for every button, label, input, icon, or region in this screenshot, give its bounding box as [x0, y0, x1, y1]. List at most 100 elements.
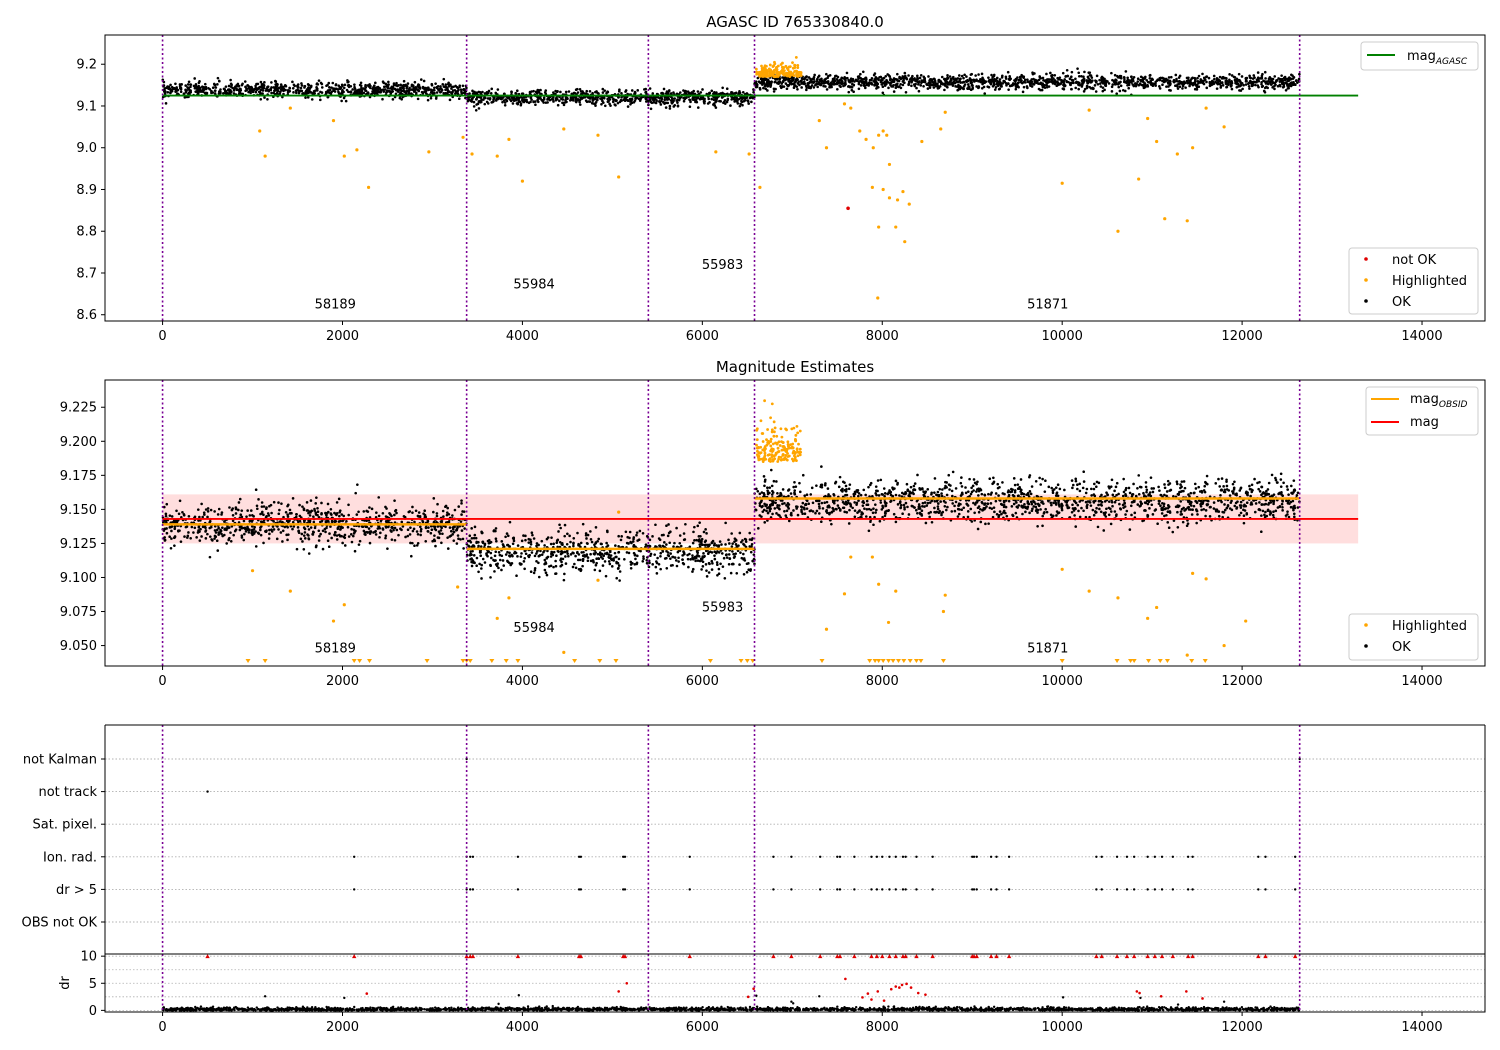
ok-point [409, 541, 412, 545]
ok-point [605, 541, 608, 545]
ok-point [996, 81, 1000, 85]
ok-point [337, 520, 341, 523]
ok-point [494, 527, 498, 530]
ok-point [560, 97, 563, 101]
ok-point [500, 540, 504, 543]
ok-point [286, 504, 289, 508]
ok-point [351, 88, 354, 91]
ok-point [814, 83, 817, 87]
ok-point [375, 511, 378, 514]
ok-point [245, 515, 248, 518]
ok-point [436, 502, 439, 506]
ok-point [1294, 83, 1297, 87]
ok-point [1008, 74, 1012, 78]
ok-point [836, 87, 839, 91]
ok-point [1247, 84, 1251, 88]
ok-point [416, 532, 420, 536]
ok-point [710, 568, 714, 571]
ok-point [946, 85, 949, 89]
ok-point [381, 511, 385, 515]
ok-point [257, 498, 260, 501]
ok-point [313, 509, 316, 512]
ok-point [603, 89, 607, 92]
ok-point [546, 101, 549, 104]
ok-point [1138, 82, 1142, 86]
ok-point [742, 572, 746, 576]
ok-point [1219, 81, 1223, 84]
ok-point [1133, 82, 1137, 85]
ok-point [300, 84, 304, 87]
ok-point [683, 552, 686, 556]
ok-point [170, 515, 174, 518]
ok-point [1237, 84, 1241, 87]
ok-point [692, 530, 695, 534]
ok-point [298, 89, 301, 93]
ok-point [362, 529, 366, 533]
ok-point [333, 511, 336, 515]
ok-point [217, 79, 221, 83]
ok-point [722, 101, 725, 105]
ok-point [269, 87, 273, 91]
ok-point [261, 92, 264, 95]
ok-point [470, 98, 474, 101]
ok-point [1142, 77, 1145, 81]
ok-point [502, 544, 505, 547]
ok-point [516, 544, 520, 547]
ok-point [601, 87, 605, 91]
ok-point [304, 96, 307, 99]
ok-point [649, 554, 652, 557]
ok-point [1256, 84, 1260, 87]
ok-point [1037, 87, 1041, 91]
ok-point [323, 527, 327, 531]
ok-point [950, 78, 953, 82]
ok-point [741, 91, 745, 94]
ok-point [363, 87, 367, 91]
ok-point [892, 90, 896, 93]
ok-point [677, 560, 680, 563]
ok-point [1281, 81, 1285, 85]
ok-point [277, 528, 280, 531]
ok-point [1188, 84, 1191, 88]
ok-point [806, 82, 809, 85]
ok-point [254, 545, 258, 548]
ok-point [1167, 82, 1170, 85]
ok-point [390, 86, 394, 89]
ok-point [315, 85, 318, 89]
ok-point [820, 77, 823, 81]
ok-point [213, 534, 217, 538]
ok-point [402, 85, 406, 88]
ok-point [554, 559, 557, 563]
highlighted-point [864, 137, 868, 141]
ok-point [201, 87, 205, 91]
ok-point [406, 534, 410, 538]
ok-point [199, 90, 203, 93]
ok-point [907, 74, 910, 77]
ok-point [704, 543, 708, 547]
ok-point [244, 527, 247, 531]
ok-point [318, 534, 321, 538]
ok-point [196, 508, 200, 511]
ok-point [480, 98, 483, 102]
ok-point [501, 100, 504, 104]
ok-point [816, 75, 820, 79]
x-tick-label: 14000 [1401, 329, 1442, 344]
ok-point [1045, 83, 1049, 87]
ok-point [927, 75, 930, 78]
ok-point [1111, 78, 1114, 82]
ok-point [839, 85, 842, 89]
ok-point [593, 543, 596, 547]
ok-point [1075, 80, 1078, 84]
ok-point [686, 557, 690, 561]
ok-point [444, 88, 447, 91]
ok-point [1225, 77, 1228, 80]
ok-point [395, 528, 399, 532]
ok-point [470, 527, 473, 530]
ok-point [856, 75, 860, 79]
ok-point [189, 85, 192, 89]
ok-point [329, 507, 333, 511]
ok-point [721, 565, 725, 568]
ok-point [775, 78, 779, 81]
ok-point [669, 92, 673, 95]
ok-point [272, 528, 276, 531]
ok-point [476, 102, 480, 106]
